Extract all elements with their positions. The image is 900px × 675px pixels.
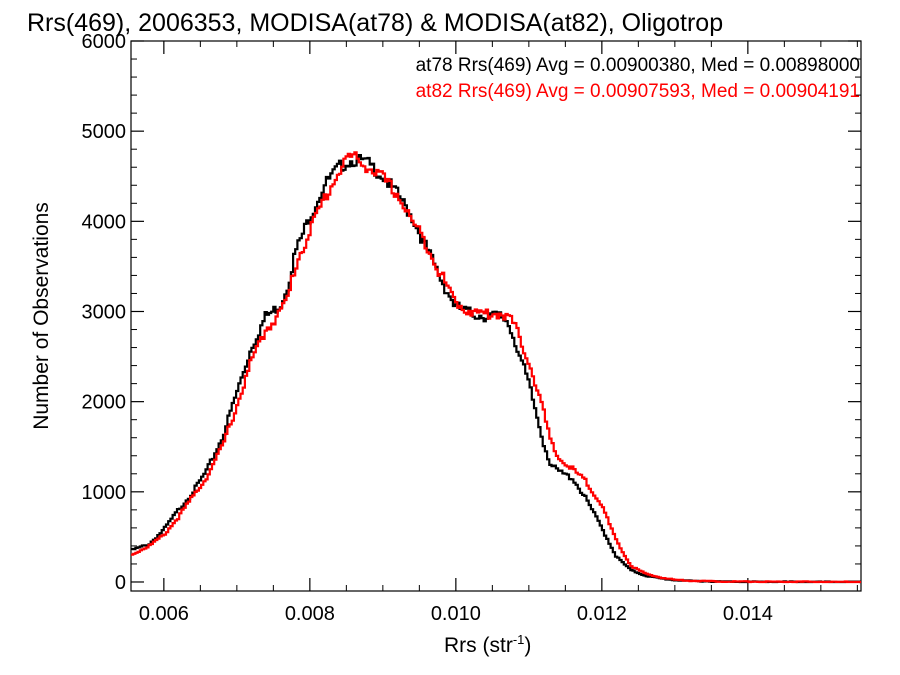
x-tick-label: 0.012 [577,603,627,625]
series-layer [131,151,862,584]
legend-entry-at78: at78 Rrs(469) Avg = 0.00900380, Med = 0.… [416,55,860,76]
y-tick-label: 2000 [82,392,127,414]
tick-labels: 0.006 0.008 0.010 0.012 0.014 0 1000 2000 3000 40… [82,31,773,625]
x-tick-label: 0.010 [431,603,481,625]
legend: at78 Rrs(469) Avg = 0.00900380, Med = 0.… [416,55,860,102]
legend-entry-at82: at82 Rrs(469) Avg = 0.00907593, Med = 0.… [416,81,860,102]
x-tick-label: 0.008 [285,603,335,625]
x-axis-label: Rrs (str-1) [444,632,531,657]
x-axis-label-main: Rrs (str [444,634,513,657]
x-tick-label: 0.014 [723,603,773,625]
y-tick-label: 6000 [82,31,127,53]
chart-title: Rrs(469), 2006353, MODISA(at78) & MODISA… [27,9,723,37]
x-tick-label: 0.006 [139,603,189,625]
x-axis-label-close: ) [524,634,531,657]
series-at78-line [131,154,862,584]
y-tick-label: 5000 [82,121,127,143]
axis-ticks [131,40,861,591]
y-tick-label: 4000 [82,211,127,233]
x-axis-label-superscript: -1 [513,632,525,647]
y-axis-label: Number of Observations [30,202,53,430]
series-at82-line [131,151,861,584]
y-tick-label: 0 [115,572,126,594]
y-tick-label: 3000 [82,301,127,323]
plot-frame [130,40,862,592]
y-tick-label: 1000 [82,482,127,504]
